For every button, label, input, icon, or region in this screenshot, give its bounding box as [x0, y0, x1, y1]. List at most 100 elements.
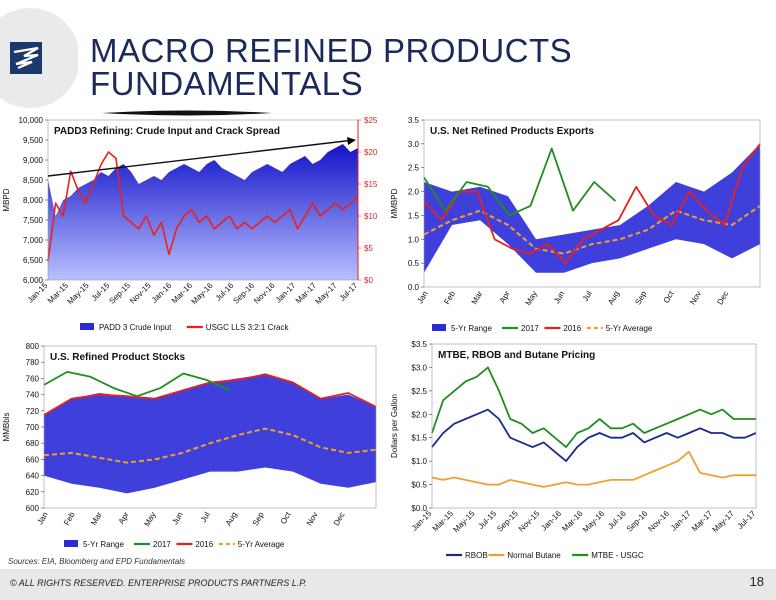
y-tick-label: 2.0 [408, 188, 420, 197]
legend-label: 5-Yr Range [83, 540, 124, 549]
chart-product-stocks: 600 620 640 660 680 700 720 740 760 780 800 MMBbls U… [0, 338, 388, 552]
padd3-svg: 6,000 6,500 7,000 7,500 8,000 8,500 9,000 9,500… [2, 116, 378, 332]
plot-frame [431, 343, 757, 509]
pricing-svg: $0.0 $0.5 $1.0 $1.5 $2.0 $2.5 $3.0 $3.5 Dollars … [390, 340, 758, 560]
y-tick-label: $0.0 [411, 504, 427, 513]
x-tick-label: Apr [498, 289, 512, 305]
x-tick-label: May [524, 290, 539, 308]
x-tick-label: Oct [662, 289, 676, 305]
x-tick-label: Aug [606, 290, 621, 307]
y-tick-label: 8,500 [23, 176, 44, 185]
chart-pricing: $0.0 $0.5 $1.0 $1.5 $2.0 $2.5 $3.0 $3.5 Dollars … [388, 338, 776, 566]
y-tick-label: $2.0 [411, 410, 427, 419]
x-tick-label: Mar [470, 289, 485, 306]
x-tick-label: Jul-17 [736, 509, 758, 531]
y-tick-label: $2.5 [411, 387, 427, 396]
series-line [423, 147, 617, 217]
x-tick-label: Jul [581, 289, 594, 303]
series-line [431, 366, 756, 448]
legend-swatch [80, 323, 94, 330]
x-tick-label: Feb [62, 510, 77, 527]
x-tick-label: Jan-17 [274, 281, 298, 305]
x-tick-label: Jul-17 [338, 281, 360, 303]
exports-svg: 0.0 0.5 1.0 1.5 2.0 2.5 3.0 3.5 MMBPD U.S. Net Re… [390, 116, 761, 333]
y-tick-label: 10,000 [19, 116, 44, 125]
x-tick-label: Sep-16 [231, 281, 256, 306]
y-tick-label: 640 [26, 472, 40, 481]
series-line [423, 205, 761, 255]
series-line [423, 143, 761, 265]
crude-input-area [48, 144, 358, 280]
y2-tick-label: $20 [364, 148, 378, 157]
x-tick-label: Sep-15 [495, 509, 520, 534]
x-tick-label: May-15 [66, 281, 92, 307]
x-tick-label: May [142, 511, 157, 529]
x-tick-label: Jan-16 [539, 509, 563, 533]
y-tick-label: 7,000 [23, 236, 44, 245]
page-number: 18 [749, 574, 764, 589]
legend-label: RBOB [465, 551, 488, 560]
series-line [431, 408, 757, 462]
x-tick-label: May-16 [190, 281, 216, 307]
y2-tick-label: $25 [364, 116, 378, 125]
x-tick-label: May-17 [711, 509, 737, 535]
y-tick-label: 780 [26, 358, 40, 367]
y-tick-label: 0.0 [408, 283, 420, 292]
x-tick-label: Sep [251, 510, 266, 527]
y-tick-label: 740 [26, 391, 40, 400]
x-tick-label: Jun [170, 511, 184, 527]
range-band [44, 374, 376, 494]
x-tick-label: Nov [688, 290, 703, 307]
y-tick-label: 6,000 [23, 276, 44, 285]
y2-tick-label: $15 [364, 180, 378, 189]
y-tick-label: 0.5 [408, 259, 420, 268]
company-logo [0, 0, 80, 118]
y-tick-label: 1.5 [408, 211, 420, 220]
footer-bar [0, 569, 776, 600]
y-axis-label: MBPD [2, 188, 11, 211]
chart-padd3-refining: 6,000 6,500 7,000 7,500 8,000 8,500 9,000 9,500… [0, 112, 388, 338]
chart-title: U.S. Refined Product Stocks [50, 352, 185, 363]
x-tick-label: May-16 [581, 509, 607, 535]
title-underline [102, 110, 272, 116]
x-tick-label: Jun [552, 290, 566, 306]
y-tick-label: 1.0 [408, 235, 420, 244]
chart-title: MTBE, RBOB and Butane Pricing [438, 350, 595, 361]
x-tick-label: Jul [199, 510, 212, 524]
x-tick-label: Apr [117, 510, 131, 526]
y-tick-label: 9,500 [23, 136, 44, 145]
logo-square [10, 42, 42, 74]
legend-label: Normal Butane [507, 551, 561, 560]
x-tick-label: Aug [224, 511, 239, 528]
x-tick-label: Sep-15 [107, 281, 132, 306]
x-tick-label: Sep [633, 289, 648, 306]
y-tick-label: 8,000 [23, 196, 44, 205]
y-axis-label: MMBPD [390, 188, 399, 218]
sources-note: Sources: EIA, Bloomberg and EPD Fundamen… [8, 557, 185, 566]
x-tick-label: Feb [442, 289, 457, 306]
x-tick-label: May-17 [314, 281, 340, 307]
legend-label: 2016 [195, 540, 213, 549]
legend-label: 5-Yr Range [451, 324, 492, 333]
y-axis-label: MMBbls [2, 413, 11, 442]
y2-tick-label: $0 [364, 276, 373, 285]
y-tick-label: 6,500 [23, 256, 44, 265]
x-tick-label: Nov-16 [646, 509, 671, 534]
y-tick-label: 720 [26, 407, 40, 416]
legend-swatch [432, 324, 446, 331]
legend-label: USGC LLS 3:2:1 Crack [206, 323, 290, 332]
legend-label: PADD 3 Crude Input [99, 323, 172, 332]
y2-tick-label: $5 [364, 244, 373, 253]
y-tick-label: 620 [26, 488, 40, 497]
range-band [424, 143, 760, 273]
series-line [43, 371, 231, 398]
x-tick-label: Nov-15 [128, 281, 153, 306]
y-tick-label: $0.5 [411, 481, 427, 490]
y-tick-label: 600 [26, 504, 40, 513]
legend-label: 5-Yr Average [238, 540, 285, 549]
chart-net-exports: 0.0 0.5 1.0 1.5 2.0 2.5 3.0 3.5 MMBPD U.S. Net Re… [388, 112, 776, 338]
x-tick-label: Nov [305, 511, 320, 528]
y-tick-label: 3.5 [408, 116, 420, 125]
legend-label: 5-Yr Average [606, 324, 653, 333]
x-tick-label: Oct [279, 510, 293, 526]
